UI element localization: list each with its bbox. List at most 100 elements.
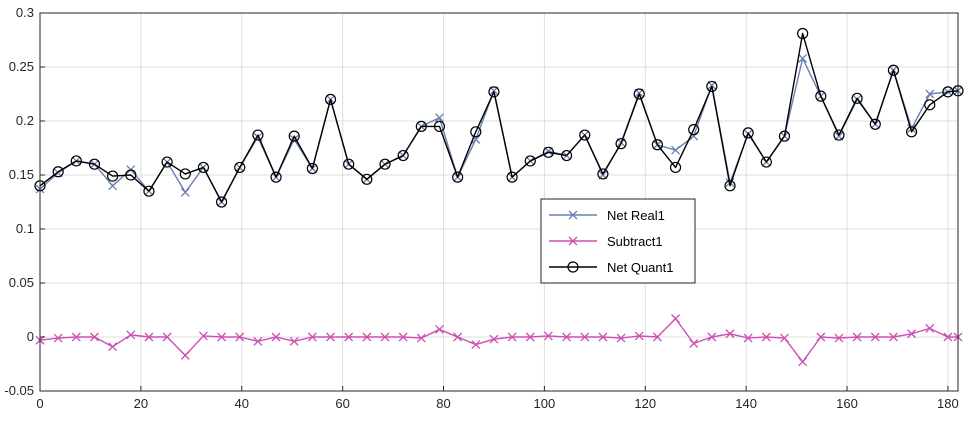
data-point bbox=[252, 129, 264, 141]
data-point bbox=[343, 158, 355, 170]
data-point bbox=[108, 342, 118, 352]
data-point bbox=[525, 332, 535, 342]
data-point bbox=[125, 169, 137, 181]
series-subtract1 bbox=[35, 314, 963, 367]
data-point bbox=[234, 161, 246, 174]
data-point bbox=[471, 340, 481, 350]
y-tick-label: 0.2 bbox=[16, 113, 34, 128]
data-point bbox=[489, 334, 499, 344]
x-tick-label: 60 bbox=[335, 396, 349, 411]
legend-label: Net Quant1 bbox=[607, 260, 674, 275]
plot-area bbox=[40, 13, 958, 391]
y-tick-label: 0.3 bbox=[16, 5, 34, 20]
data-point bbox=[452, 171, 464, 183]
data-point bbox=[616, 333, 626, 343]
data-point bbox=[180, 187, 190, 197]
legend-marker bbox=[568, 210, 578, 220]
data-point bbox=[161, 156, 173, 168]
x-tick-label: 160 bbox=[836, 396, 858, 411]
data-point bbox=[907, 329, 917, 339]
data-point bbox=[597, 168, 609, 180]
data-point bbox=[778, 130, 791, 142]
data-point bbox=[88, 158, 101, 170]
data-point bbox=[180, 350, 190, 360]
data-point bbox=[706, 80, 718, 93]
y-tick-label: 0.05 bbox=[9, 275, 34, 290]
data-point bbox=[798, 53, 808, 63]
data-point bbox=[943, 332, 953, 342]
data-point bbox=[833, 129, 845, 141]
data-point bbox=[217, 332, 227, 342]
data-point bbox=[52, 166, 64, 178]
legend: Net Real1 Subtract1 Net Quant1 bbox=[540, 198, 696, 284]
data-point bbox=[815, 90, 827, 102]
data-point bbox=[435, 324, 444, 334]
data-point bbox=[869, 118, 881, 130]
data-point bbox=[834, 333, 844, 343]
x-tick-label: 120 bbox=[634, 396, 656, 411]
data-point bbox=[379, 158, 391, 170]
data-point bbox=[798, 357, 808, 367]
data-point bbox=[907, 124, 917, 134]
data-point bbox=[470, 126, 482, 138]
data-point bbox=[397, 149, 409, 162]
data-point bbox=[71, 332, 81, 342]
data-point bbox=[289, 336, 299, 346]
data-point bbox=[143, 185, 155, 197]
data-point bbox=[780, 333, 789, 343]
data-point bbox=[435, 113, 444, 123]
data-point bbox=[688, 124, 700, 136]
data-point bbox=[398, 332, 408, 342]
data-point bbox=[870, 332, 880, 342]
data-point bbox=[851, 92, 863, 104]
data-point bbox=[925, 89, 935, 99]
data-point bbox=[651, 139, 663, 151]
data-point bbox=[324, 93, 337, 106]
legend-marker bbox=[568, 236, 578, 246]
data-point bbox=[580, 332, 590, 342]
x-tick-label: 40 bbox=[235, 396, 249, 411]
data-point bbox=[90, 332, 99, 342]
y-tick-label: 0.1 bbox=[16, 221, 34, 236]
data-point bbox=[179, 168, 191, 180]
x-tick-label: 180 bbox=[937, 396, 959, 411]
data-point bbox=[816, 332, 826, 342]
data-point bbox=[905, 126, 918, 138]
y-tick-label: 0.15 bbox=[9, 167, 34, 182]
data-point bbox=[543, 331, 553, 341]
data-point bbox=[633, 88, 645, 100]
x-tick-label: 100 bbox=[534, 396, 556, 411]
data-point bbox=[126, 330, 136, 340]
data-point bbox=[797, 27, 809, 40]
data-point bbox=[198, 331, 208, 341]
data-point bbox=[724, 180, 736, 192]
data-point bbox=[924, 99, 936, 111]
series-line-subtract1 bbox=[39, 317, 958, 363]
legend-item: Subtract1 bbox=[549, 234, 663, 249]
data-point bbox=[416, 333, 426, 343]
data-point bbox=[235, 332, 245, 342]
series-net-quant1 bbox=[34, 27, 964, 208]
data-point bbox=[742, 127, 754, 139]
data-point bbox=[671, 145, 680, 155]
data-point bbox=[433, 120, 446, 133]
x-tick-label: 80 bbox=[436, 396, 450, 411]
data-point bbox=[288, 130, 300, 142]
series-line-net-quant1 bbox=[39, 32, 959, 203]
data-point bbox=[506, 171, 518, 183]
data-point bbox=[326, 332, 335, 342]
data-point bbox=[144, 332, 154, 342]
y-tick-label: 0 bbox=[27, 329, 34, 344]
data-point bbox=[270, 171, 282, 183]
data-point bbox=[761, 332, 771, 342]
legend-item: Net Quant1 bbox=[549, 260, 674, 275]
data-point bbox=[415, 120, 427, 133]
axis-ticks: 0 20 40 60 80 100 120 140 160 180-0.0500.050.10.1… bbox=[4, 5, 958, 411]
data-point bbox=[707, 332, 717, 342]
data-point bbox=[362, 332, 372, 342]
data-point bbox=[344, 332, 354, 342]
data-point bbox=[53, 333, 63, 343]
legend-item: Net Real1 bbox=[549, 208, 665, 223]
data-point bbox=[579, 129, 591, 141]
